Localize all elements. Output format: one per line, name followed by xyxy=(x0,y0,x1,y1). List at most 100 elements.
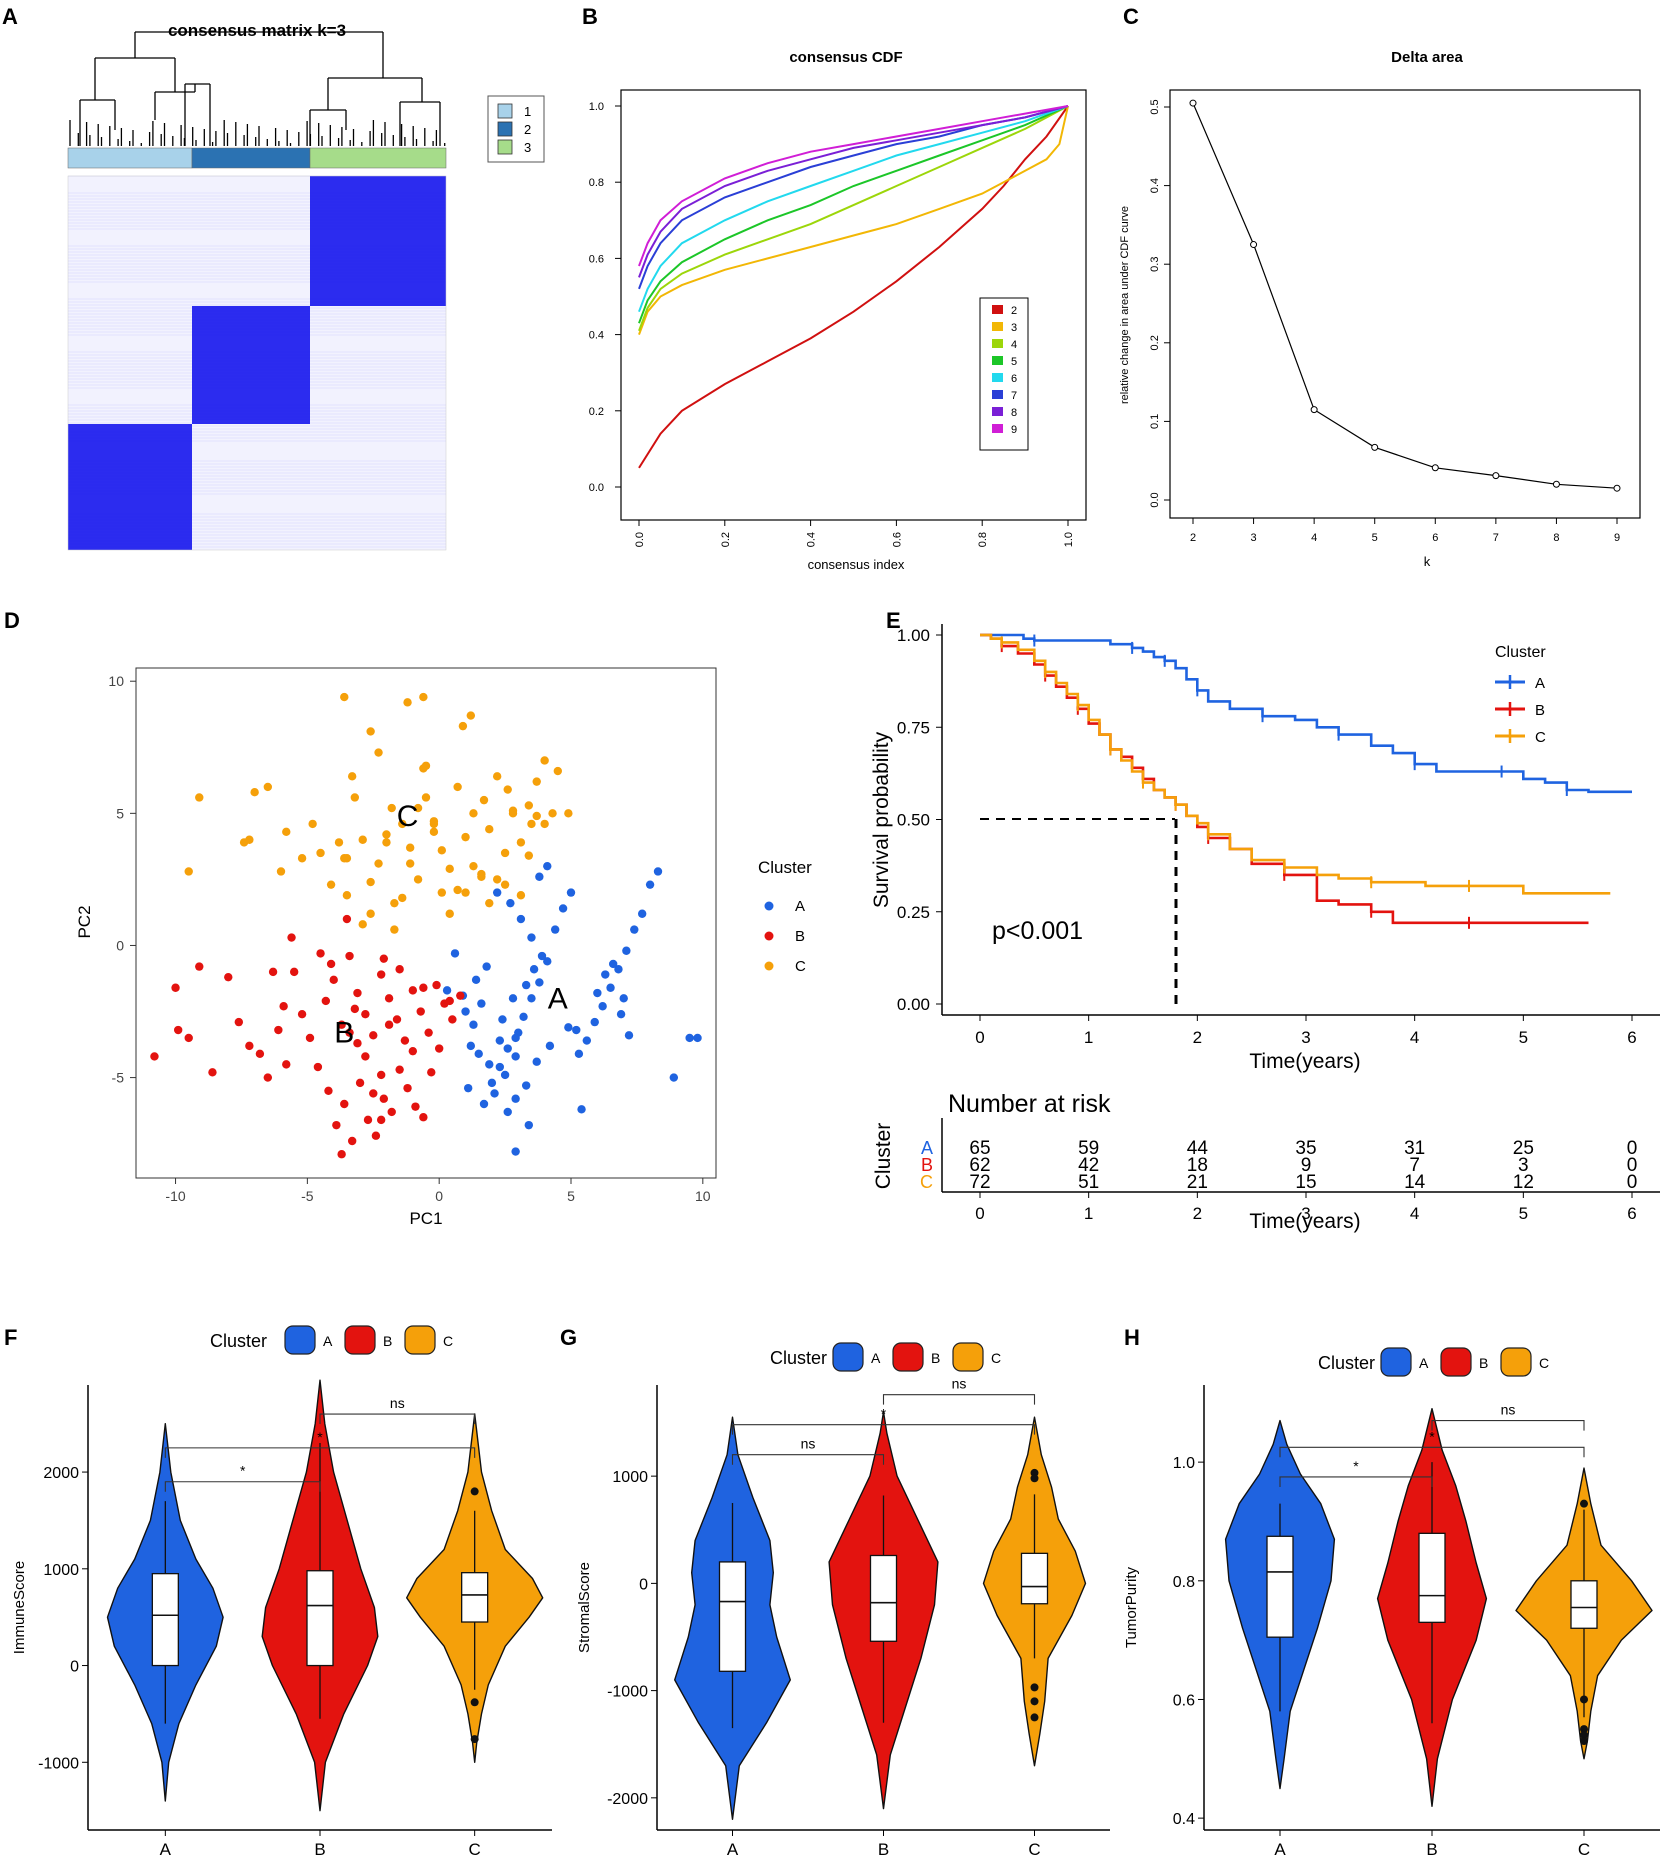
pca-point-C xyxy=(374,859,383,868)
risk-cell-C: 72 xyxy=(969,1172,990,1193)
delta-y-tick-label-4: 0.4 xyxy=(1149,178,1161,193)
violin-f-x-tick-label-B: B xyxy=(314,1840,325,1859)
violin-g-y-tick-label-0: -2000 xyxy=(607,1791,648,1808)
delta-y-tick-label-3: 0.3 xyxy=(1149,257,1161,272)
km-x-tick-label-0: 0 xyxy=(975,1028,984,1047)
pca-y-tick-label-1: 0 xyxy=(116,937,124,953)
pca-legend-title: Cluster xyxy=(758,858,812,877)
cdf-y-tick-label-2: 0.4 xyxy=(589,330,604,342)
violin-f-sig-AB: * xyxy=(240,1463,246,1479)
pca-point-C xyxy=(403,698,412,707)
pca-point-C xyxy=(479,795,489,805)
pca-point-A xyxy=(511,1052,520,1061)
cdf-line-k2 xyxy=(638,105,1069,469)
panel-h-tumor-purity: Cluster A B C 0.4 0.6 0.8 1.0 TumorPurity A B C * * ns xyxy=(1123,1347,1660,1859)
km-legend-label-B: B xyxy=(1535,702,1545,719)
risk-x-tick-label-0: 0 xyxy=(975,1204,984,1223)
pca-point-C xyxy=(358,920,367,929)
pca-point-C xyxy=(382,830,391,839)
heatmap-block-0-1 xyxy=(192,176,310,306)
risk-cell-B: 0 xyxy=(1627,1155,1638,1176)
pca-point-B xyxy=(369,1089,378,1098)
risk-x-tick-label-5: 5 xyxy=(1519,1204,1528,1223)
violin-f-legend-title: Cluster xyxy=(210,1331,267,1351)
risk-cell-B: 62 xyxy=(969,1155,990,1176)
violin-h-sig-AB: * xyxy=(1353,1458,1359,1474)
pca-point-C xyxy=(445,864,454,874)
pca-point-A xyxy=(545,1041,555,1051)
pca-point-B xyxy=(282,1060,291,1069)
violin-h-legend-label-B: B xyxy=(1479,1355,1488,1371)
delta-y-tick-label-5: 0.5 xyxy=(1149,99,1161,114)
pca-point-C xyxy=(195,793,204,802)
pca-point-B xyxy=(245,1041,254,1051)
panel-letter-g: G xyxy=(560,1325,577,1350)
violin-g-bracket-AC xyxy=(731,1424,1036,1435)
pca-point-B xyxy=(384,994,394,1003)
violin-h-legend-title: Cluster xyxy=(1318,1353,1375,1373)
violin-g-x-tick-label-B: B xyxy=(878,1840,889,1859)
pca-point-C xyxy=(461,888,470,897)
pca-point-C xyxy=(500,848,510,858)
pca-point-B xyxy=(353,1039,362,1048)
risk-x-label: Time(years) xyxy=(1249,1210,1360,1233)
risk-table-cells: A 65 59 44 35 31 25 0B 62 42 18 9 7 3 0C 72 51 21 15 14 12 00… xyxy=(920,1118,1660,1223)
risk-cell-C: 14 xyxy=(1404,1172,1426,1193)
km-x-label: Time(years) xyxy=(1249,1050,1360,1073)
pca-point-A xyxy=(521,980,531,990)
violin-h-box-C xyxy=(1570,1580,1598,1629)
pca-point-A xyxy=(535,978,544,987)
violin-h-y-tick-label-0: 0.4 xyxy=(1173,1811,1195,1828)
pca-point-B xyxy=(361,1052,370,1061)
pca-point-A xyxy=(495,1036,505,1045)
cdf-legend-swatch-8 xyxy=(992,407,1003,416)
pca-point-A xyxy=(630,925,639,934)
cdf-line-k8 xyxy=(638,105,1069,278)
violin-g-bracket-BC xyxy=(882,1394,1036,1405)
cdf-line-k9 xyxy=(638,105,1069,267)
violin-h-legend-swatch-A xyxy=(1380,1347,1412,1377)
pca-point-C xyxy=(366,909,375,918)
km-y-tick-label-0: 0.00 xyxy=(897,995,930,1014)
pca-point-A xyxy=(598,1002,607,1011)
cdf-legend: 2 3 4 5 6 7 8 9 xyxy=(979,297,1029,451)
cdf-y-tick-label-1: 0.2 xyxy=(589,406,604,418)
pca-point-B xyxy=(324,1086,333,1095)
cdf-legend-swatch-5 xyxy=(992,356,1003,365)
pca-point-B xyxy=(427,1068,436,1077)
pca-point-C xyxy=(413,803,423,813)
pca-point-B xyxy=(369,1031,378,1040)
violin-f-x-tick-label-C: C xyxy=(469,1840,481,1859)
violin-g-x-tick-label-A: A xyxy=(727,1840,739,1859)
pca-point-A xyxy=(564,1023,573,1032)
cdf-y-tick-label-5: 1.0 xyxy=(589,101,604,113)
violin-h-legend-label-A: A xyxy=(1419,1355,1429,1371)
risk-row-label: Cluster xyxy=(872,1123,895,1190)
violin-f-legend-swatch-A xyxy=(284,1325,316,1355)
km-x-tick-label-4: 4 xyxy=(1410,1028,1419,1047)
delta-point-k5 xyxy=(1371,443,1379,451)
delta-curve xyxy=(1192,102,1618,489)
risk-cell-C: 15 xyxy=(1295,1172,1316,1193)
pca-point-C xyxy=(263,782,273,792)
pca-point-B xyxy=(432,980,441,990)
km-legend: Cluster ABC xyxy=(1495,644,1546,746)
km-axes: 0.00 0.25 0.50 0.75 1.00 0 1 2 3 4 5 6 xyxy=(897,624,1660,1047)
violin-h-outlier-C xyxy=(1580,1725,1588,1734)
heatmap-matrix xyxy=(67,175,447,551)
pca-point-A xyxy=(461,1007,470,1016)
cdf-x-tick-label-0: 0.0 xyxy=(634,532,646,547)
violin-f-legend-swatch-B xyxy=(344,1325,376,1355)
risk-cell-B: 7 xyxy=(1409,1155,1420,1176)
pca-point-A xyxy=(469,1020,478,1029)
pca-point-B xyxy=(361,1009,370,1019)
pca-point-B xyxy=(434,1044,444,1053)
pca-point-B xyxy=(395,965,404,974)
pca-point-A xyxy=(511,1147,520,1156)
pca-point-A xyxy=(503,1107,512,1117)
km-curve-C xyxy=(980,633,1611,895)
legend-label-3: 3 xyxy=(524,140,531,155)
violin-f-x-tick-label-A: A xyxy=(160,1840,172,1859)
violin-f-y-tick-label-0: -1000 xyxy=(38,1755,79,1772)
pca-point-B xyxy=(371,1131,381,1140)
